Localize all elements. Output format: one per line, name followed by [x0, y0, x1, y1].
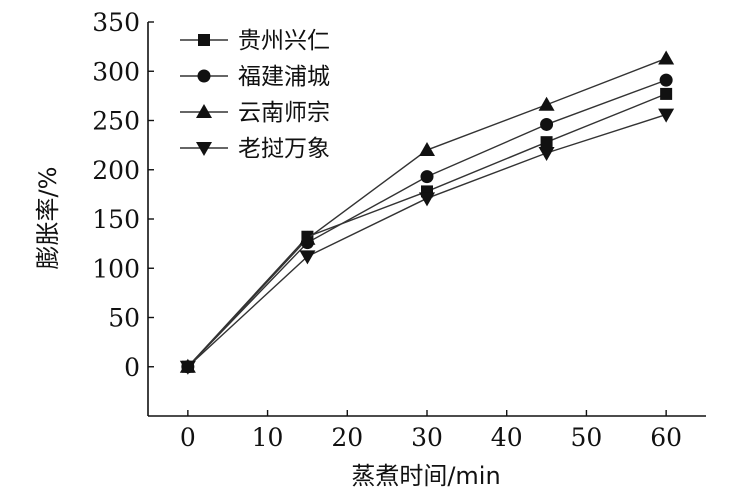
x-tick-label: 10 [252, 423, 284, 452]
y-tick-label: 300 [92, 57, 140, 86]
y-tick-label: 100 [92, 254, 140, 283]
series-line [187, 93, 667, 368]
data-point [299, 250, 316, 265]
y-axis-title: 膨胀率/% [34, 167, 62, 270]
data-point [659, 73, 673, 87]
legend-entry: 福建浦城 [180, 64, 330, 90]
x-tick-label: 30 [411, 423, 443, 452]
y-tick-label: 0 [124, 353, 140, 382]
data-point [540, 136, 553, 149]
series-3 [179, 50, 675, 373]
x-tick-label: 40 [491, 423, 523, 452]
data-point [538, 147, 555, 162]
data-point [419, 142, 435, 157]
legend-marker [196, 142, 212, 156]
y-tick-label: 150 [92, 205, 140, 234]
data-point [658, 108, 675, 123]
data-point [419, 192, 435, 207]
legend-label: 云南师宗 [238, 100, 330, 126]
x-tick-label: 0 [180, 423, 196, 452]
legend-label: 贵州兴仁 [238, 28, 330, 54]
axes: 0 50 100 150 200 250 300 350 0 10 20 30 40 50 60 [92, 8, 706, 452]
data-point [658, 50, 675, 65]
data-point [540, 117, 554, 131]
x-tick-label: 50 [571, 423, 603, 452]
legend-entry: 贵州兴仁 [180, 28, 330, 54]
y-tick-label: 250 [92, 107, 140, 136]
y-tick-label: 350 [92, 8, 140, 37]
series-layer [179, 50, 675, 375]
data-point [538, 96, 555, 111]
y-tick-label: 200 [92, 156, 140, 185]
x-axis-title: 蒸煮时间/min [351, 462, 500, 490]
legend-marker [196, 104, 212, 118]
series-4 [179, 108, 675, 375]
legend-entry: 云南师宗 [180, 100, 330, 126]
legend-entry: 老挝万象 [180, 136, 330, 162]
legend-marker [197, 69, 211, 83]
data-point [420, 170, 434, 184]
series-1 [181, 87, 673, 373]
x-tick-label: 60 [650, 423, 682, 452]
legend-marker [198, 34, 210, 46]
legend-label: 福建浦城 [238, 64, 330, 90]
data-point [660, 87, 673, 100]
data-point [179, 360, 196, 375]
y-tick-label: 50 [108, 304, 140, 333]
x-tick-label: 20 [331, 423, 363, 452]
legend-label: 老挝万象 [238, 136, 330, 162]
data-point [299, 230, 316, 245]
